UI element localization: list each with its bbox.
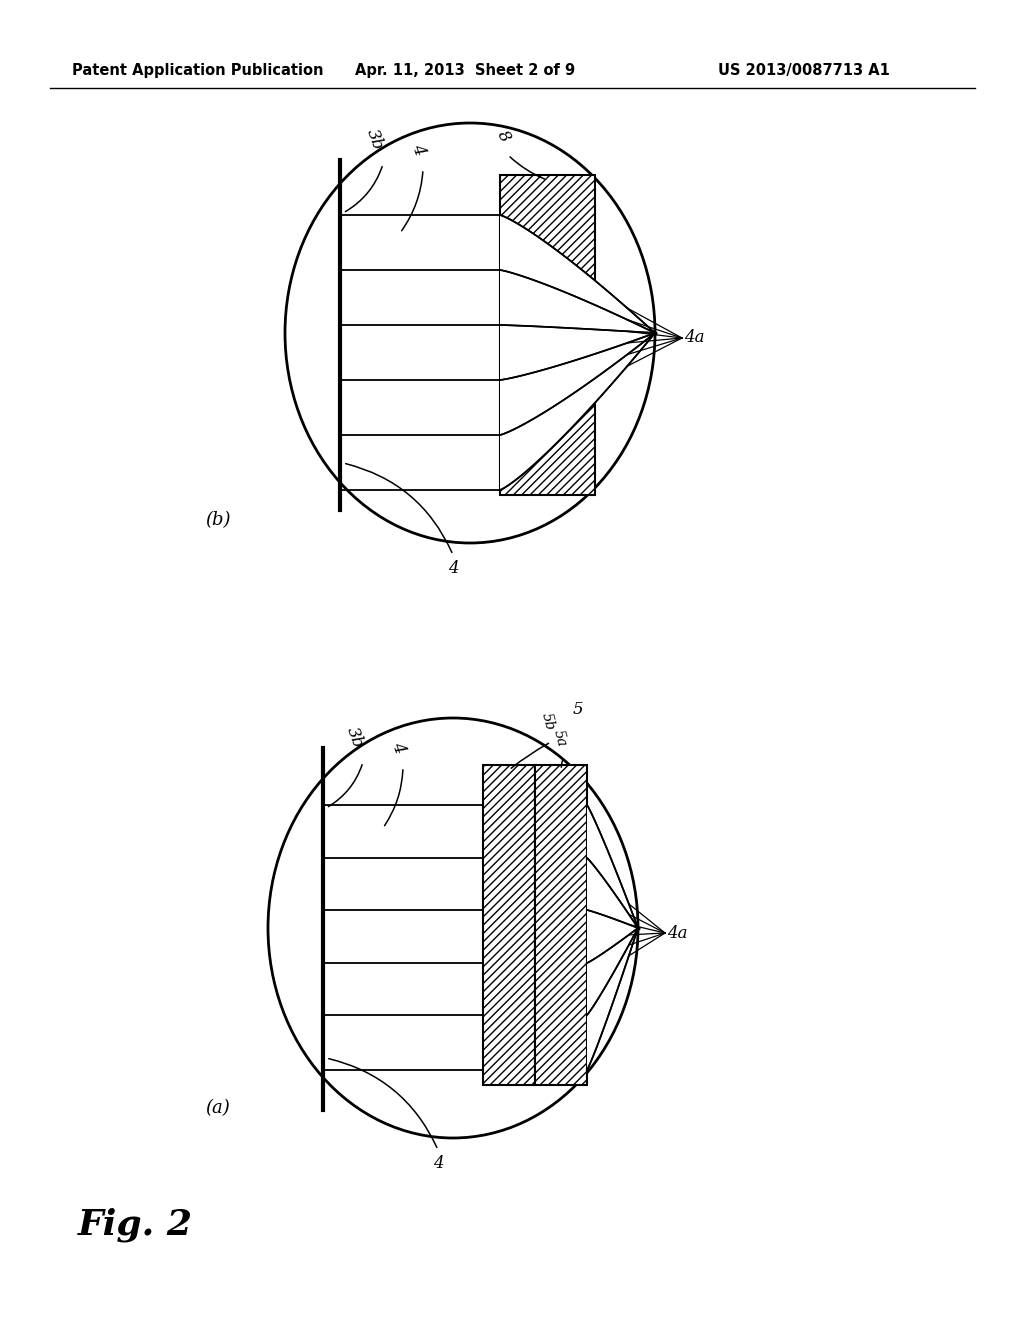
Text: 5: 5 [573,701,584,718]
Text: Fig. 2: Fig. 2 [78,1208,193,1242]
Polygon shape [500,325,655,380]
Text: 4: 4 [433,1155,443,1172]
Polygon shape [587,858,638,928]
Polygon shape [500,271,655,333]
Bar [535,766,587,1085]
Polygon shape [500,215,655,333]
Polygon shape [587,928,638,1015]
Text: Apr. 11, 2013  Sheet 2 of 9: Apr. 11, 2013 Sheet 2 of 9 [355,63,575,78]
Text: 4: 4 [409,141,428,157]
Polygon shape [500,333,655,490]
Bar [500,176,595,495]
Text: 4a: 4a [684,330,705,346]
Text: 4: 4 [447,560,459,577]
Text: (b): (b) [205,511,230,529]
Text: 4a: 4a [667,924,687,941]
Text: (a): (a) [205,1100,229,1117]
Polygon shape [500,333,655,436]
Text: 4: 4 [388,739,408,755]
Polygon shape [587,805,638,928]
Text: 5b: 5b [539,711,557,733]
Polygon shape [587,909,638,964]
Text: US 2013/0087713 A1: US 2013/0087713 A1 [718,63,890,78]
Text: 8: 8 [493,127,513,145]
Text: 5a: 5a [551,727,569,748]
Text: Patent Application Publication: Patent Application Publication [72,63,324,78]
Text: 3b: 3b [343,725,367,750]
Text: 3b: 3b [364,127,387,152]
Polygon shape [587,928,638,1071]
Bar [483,766,535,1085]
